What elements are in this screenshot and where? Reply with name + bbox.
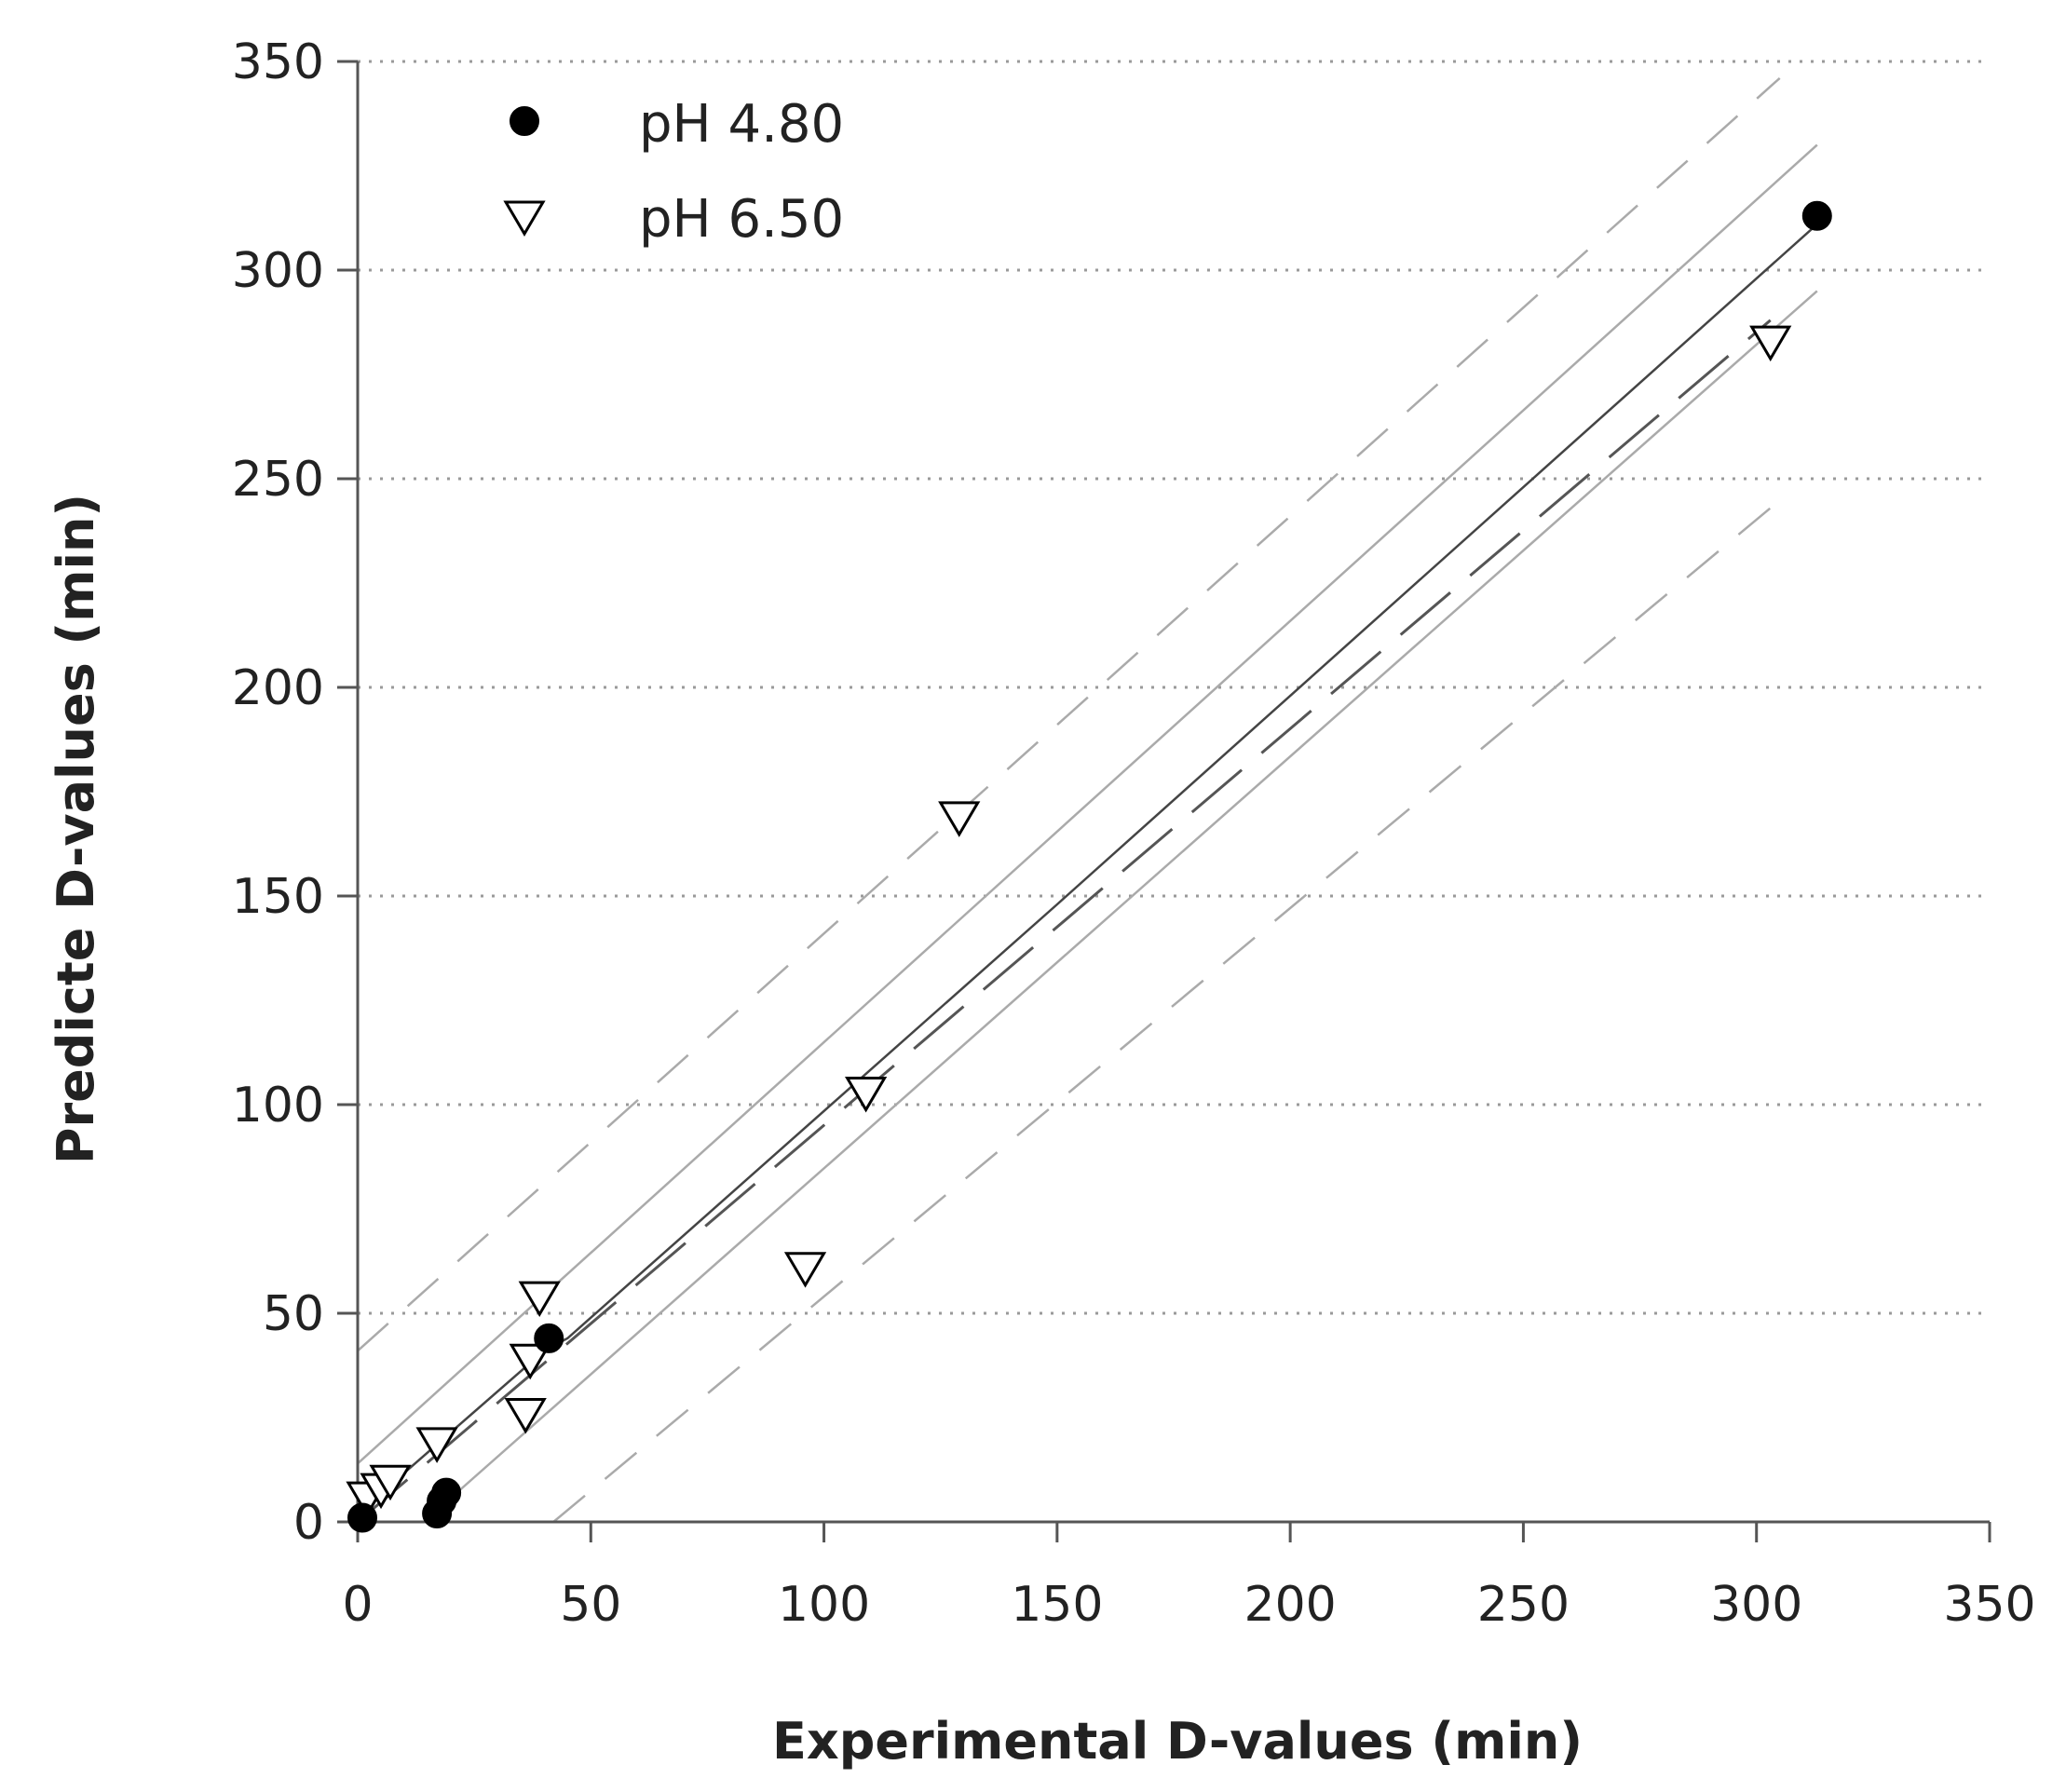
x-tick-label-150: 150 xyxy=(1011,1577,1103,1633)
reference-line-3 xyxy=(358,143,1818,1465)
x-axis-title: Experimental D-values (min) xyxy=(772,1712,1583,1771)
reference-lines xyxy=(358,76,1828,1522)
x-tick-label-200: 200 xyxy=(1244,1577,1337,1633)
y-tick-label-50: 50 xyxy=(263,1286,324,1342)
y-tick-label-300: 300 xyxy=(232,243,324,299)
data-point xyxy=(415,1427,458,1463)
data-point xyxy=(1801,200,1832,231)
gridlines xyxy=(358,60,1990,1315)
data-point xyxy=(845,1077,888,1113)
data-point xyxy=(509,1343,551,1380)
data-point xyxy=(518,1281,561,1318)
x-tick-labels: 0 50 100 150 200 250 300 350 xyxy=(342,1577,2035,1633)
axes xyxy=(337,60,1991,1542)
data-point xyxy=(783,1252,827,1288)
data-point xyxy=(431,1477,462,1508)
reference-line-5 xyxy=(358,76,1781,1352)
data-point xyxy=(938,801,981,837)
x-tick-label-50: 50 xyxy=(560,1577,621,1633)
y-tick-label-200: 200 xyxy=(232,660,324,716)
y-tick-label-350: 350 xyxy=(232,34,324,90)
legend-label-1: pH 4.80 xyxy=(639,94,844,155)
data-point xyxy=(1749,325,1792,362)
x-tick-label-100: 100 xyxy=(778,1577,870,1633)
y-tick-label-0: 0 xyxy=(293,1495,324,1551)
data-point xyxy=(347,1502,378,1533)
series-ph-6-50 xyxy=(346,325,1792,1518)
x-tick-label-300: 300 xyxy=(1710,1577,1802,1633)
reference-line-6 xyxy=(552,507,1772,1522)
legend-label-2: pH 6.50 xyxy=(639,189,844,250)
y-tick-label-250: 250 xyxy=(232,452,324,508)
reference-line-2 xyxy=(358,319,1772,1522)
x-tick-label-350: 350 xyxy=(1943,1577,2035,1633)
data-point xyxy=(369,1464,412,1501)
data-point xyxy=(504,1398,547,1434)
legend-marker-2 xyxy=(503,200,546,237)
reference-line-4 xyxy=(422,290,1818,1522)
y-tick-labels: 0 50 100 150 200 250 300 350 xyxy=(232,34,324,1551)
y-tick-label-150: 150 xyxy=(232,869,324,925)
x-tick-label-250: 250 xyxy=(1477,1577,1570,1633)
y-tick-label-100: 100 xyxy=(232,1078,324,1134)
x-tick-label-0: 0 xyxy=(342,1577,373,1633)
data-points xyxy=(346,200,1832,1533)
reference-line-1 xyxy=(358,214,1828,1514)
series-ph-4-80 xyxy=(347,200,1832,1533)
data-point xyxy=(534,1323,564,1353)
legend: pH 4.80 pH 6.50 xyxy=(503,94,844,250)
legend-marker-1 xyxy=(510,106,539,136)
y-axis-title: Predicte D-values (min) xyxy=(47,494,105,1164)
